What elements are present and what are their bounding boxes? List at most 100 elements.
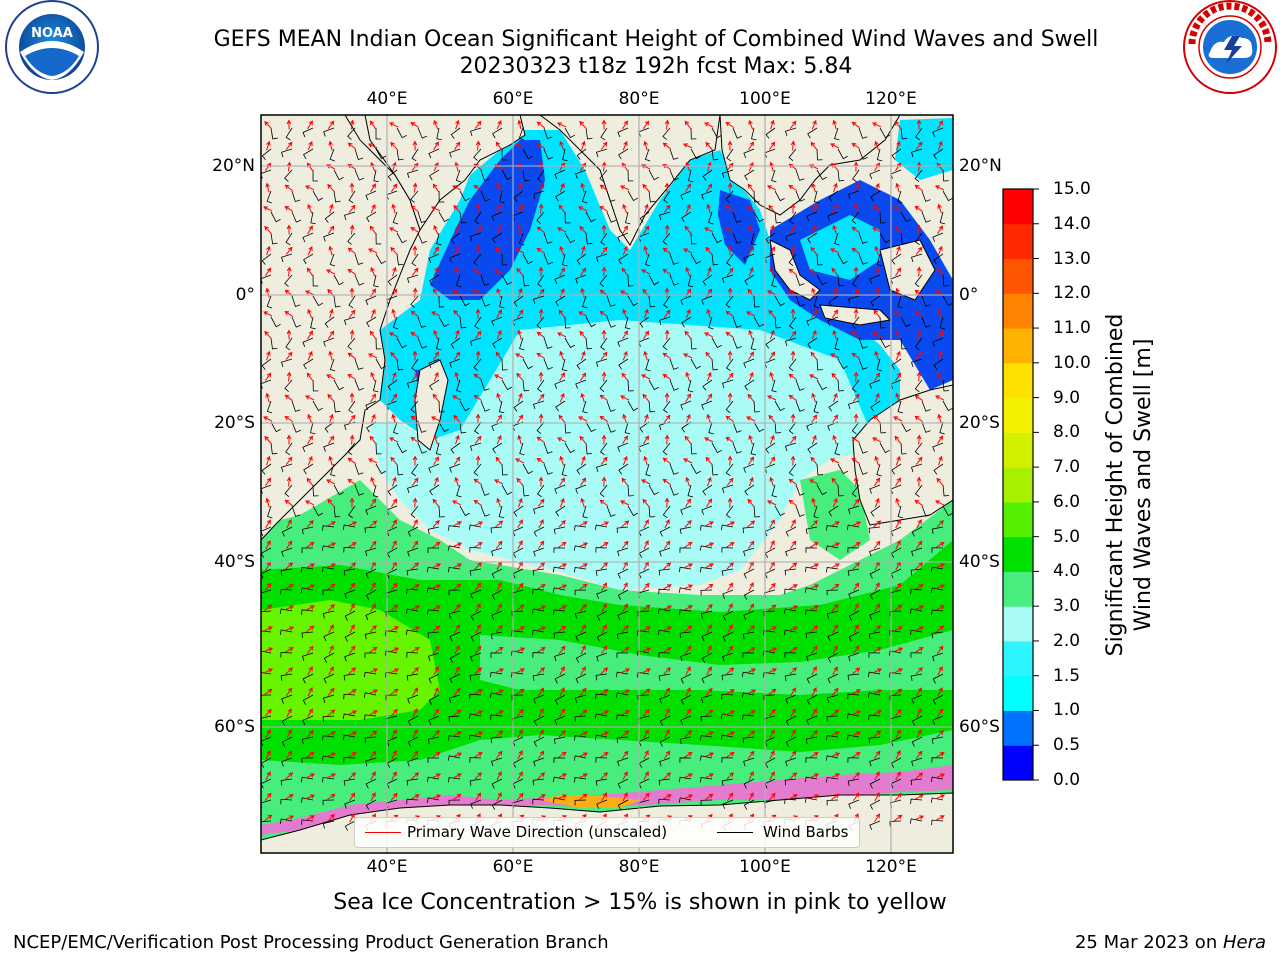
wind-barb bbox=[617, 610, 629, 621]
wind-barb bbox=[468, 734, 482, 741]
wave-direction-arrow bbox=[684, 520, 692, 528]
wave-direction-arrow bbox=[600, 141, 608, 150]
wind-barb bbox=[574, 777, 587, 783]
wind-barb bbox=[847, 505, 860, 515]
wave-direction-arrow bbox=[936, 645, 944, 654]
wave-direction-arrow bbox=[790, 413, 796, 424]
wind-barb bbox=[302, 127, 314, 138]
wave-direction-arrow bbox=[431, 311, 441, 317]
wave-direction-arrow bbox=[621, 750, 629, 759]
wind-barb bbox=[837, 484, 844, 497]
wind-barb bbox=[744, 484, 755, 496]
wave-direction-arrow bbox=[474, 120, 482, 129]
wind-barb bbox=[301, 631, 314, 638]
wave-direction-arrow bbox=[895, 182, 900, 193]
wave-direction-arrow bbox=[432, 183, 440, 192]
wind-barb bbox=[480, 505, 490, 517]
wind-barb bbox=[617, 547, 629, 557]
lon-tick-bottom-120e: 120°E bbox=[865, 857, 917, 877]
wave-direction-arrow bbox=[644, 203, 649, 214]
wind-barb bbox=[417, 442, 427, 454]
wave-direction-arrow bbox=[873, 309, 881, 318]
wind-barb bbox=[900, 442, 907, 455]
wave-direction-arrow bbox=[284, 626, 295, 632]
wave-direction-arrow bbox=[601, 582, 608, 591]
wind-barb bbox=[939, 211, 946, 225]
wind-barb bbox=[910, 778, 923, 786]
wind-barb bbox=[624, 421, 631, 435]
wind-barb bbox=[942, 379, 949, 392]
wind-barb bbox=[365, 589, 377, 600]
wind-barb bbox=[942, 295, 953, 307]
wind-barb bbox=[280, 358, 293, 368]
wind-barb bbox=[743, 547, 755, 557]
wave-direction-arrow bbox=[494, 479, 504, 485]
wind-barb bbox=[585, 421, 596, 433]
wave-direction-arrow bbox=[580, 624, 586, 634]
wave-direction-arrow bbox=[788, 394, 797, 401]
wave-direction-arrow bbox=[895, 267, 902, 276]
wind-barb bbox=[858, 358, 868, 370]
wave-direction-arrow bbox=[789, 435, 797, 444]
wave-direction-arrow bbox=[305, 773, 316, 779]
wind-barb bbox=[406, 673, 419, 681]
wave-direction-arrow bbox=[474, 772, 482, 780]
wave-direction-arrow bbox=[895, 540, 901, 550]
wave-direction-arrow bbox=[453, 141, 461, 150]
wind-barb bbox=[261, 274, 272, 284]
wave-direction-arrow bbox=[328, 666, 334, 676]
wind-barb bbox=[816, 253, 823, 266]
wind-barb bbox=[428, 673, 440, 684]
wind-barb bbox=[618, 253, 629, 265]
wind-barb bbox=[942, 484, 950, 497]
wave-direction-arrow bbox=[559, 182, 565, 193]
wave-direction-arrow bbox=[832, 182, 838, 193]
wave-direction-arrow bbox=[370, 603, 376, 613]
wave-direction-arrow bbox=[725, 542, 735, 548]
wind-barb bbox=[816, 274, 827, 286]
wave-direction-arrow bbox=[536, 647, 546, 653]
wave-direction-arrow bbox=[368, 353, 378, 359]
wave-direction-arrow bbox=[830, 731, 840, 737]
legend-wave-label: Primary Wave Direction (unscaled) bbox=[407, 823, 668, 841]
wind-barb bbox=[678, 587, 692, 593]
wave-direction-arrow bbox=[769, 434, 775, 445]
wave-direction-arrow bbox=[285, 540, 293, 549]
wave-direction-arrow bbox=[265, 182, 271, 193]
wave-direction-arrow bbox=[305, 395, 315, 401]
wave-direction-arrow bbox=[746, 668, 757, 674]
wave-direction-arrow bbox=[305, 605, 315, 611]
wave-direction-arrow bbox=[622, 603, 629, 613]
wave-direction-arrow bbox=[305, 563, 316, 569]
wave-direction-arrow bbox=[368, 668, 379, 674]
wind-barb bbox=[518, 127, 525, 141]
wind-barb bbox=[721, 484, 734, 494]
wind-barb bbox=[532, 400, 545, 410]
wave-direction-arrow bbox=[538, 203, 544, 214]
wave-direction-arrow bbox=[769, 771, 775, 781]
wind-barb bbox=[669, 253, 679, 265]
wind-barb bbox=[407, 694, 419, 704]
wind-barb bbox=[774, 400, 785, 412]
wind-barb bbox=[489, 692, 503, 698]
wave-direction-arrow bbox=[307, 308, 313, 319]
colorbar-tick-label: 2.0 bbox=[1053, 630, 1081, 651]
wave-direction-arrow bbox=[830, 563, 840, 569]
wave-direction-arrow bbox=[307, 245, 313, 256]
wind-barb bbox=[804, 797, 818, 803]
wave-direction-arrow bbox=[578, 521, 588, 527]
wind-barb bbox=[333, 295, 341, 308]
wave-direction-arrow bbox=[705, 246, 713, 255]
wave-direction-arrow bbox=[286, 329, 292, 340]
wind-barb bbox=[474, 421, 482, 435]
wave-direction-arrow bbox=[683, 773, 694, 779]
wind-barb bbox=[648, 400, 656, 413]
wind-barb bbox=[765, 442, 776, 454]
wind-barb bbox=[637, 630, 650, 636]
wave-direction-arrow bbox=[622, 245, 628, 256]
wave-direction-arrow bbox=[726, 772, 734, 780]
wave-direction-arrow bbox=[601, 371, 607, 382]
wave-direction-arrow bbox=[895, 140, 901, 151]
wave-direction-arrow bbox=[494, 689, 505, 695]
wave-direction-arrow bbox=[370, 792, 376, 802]
